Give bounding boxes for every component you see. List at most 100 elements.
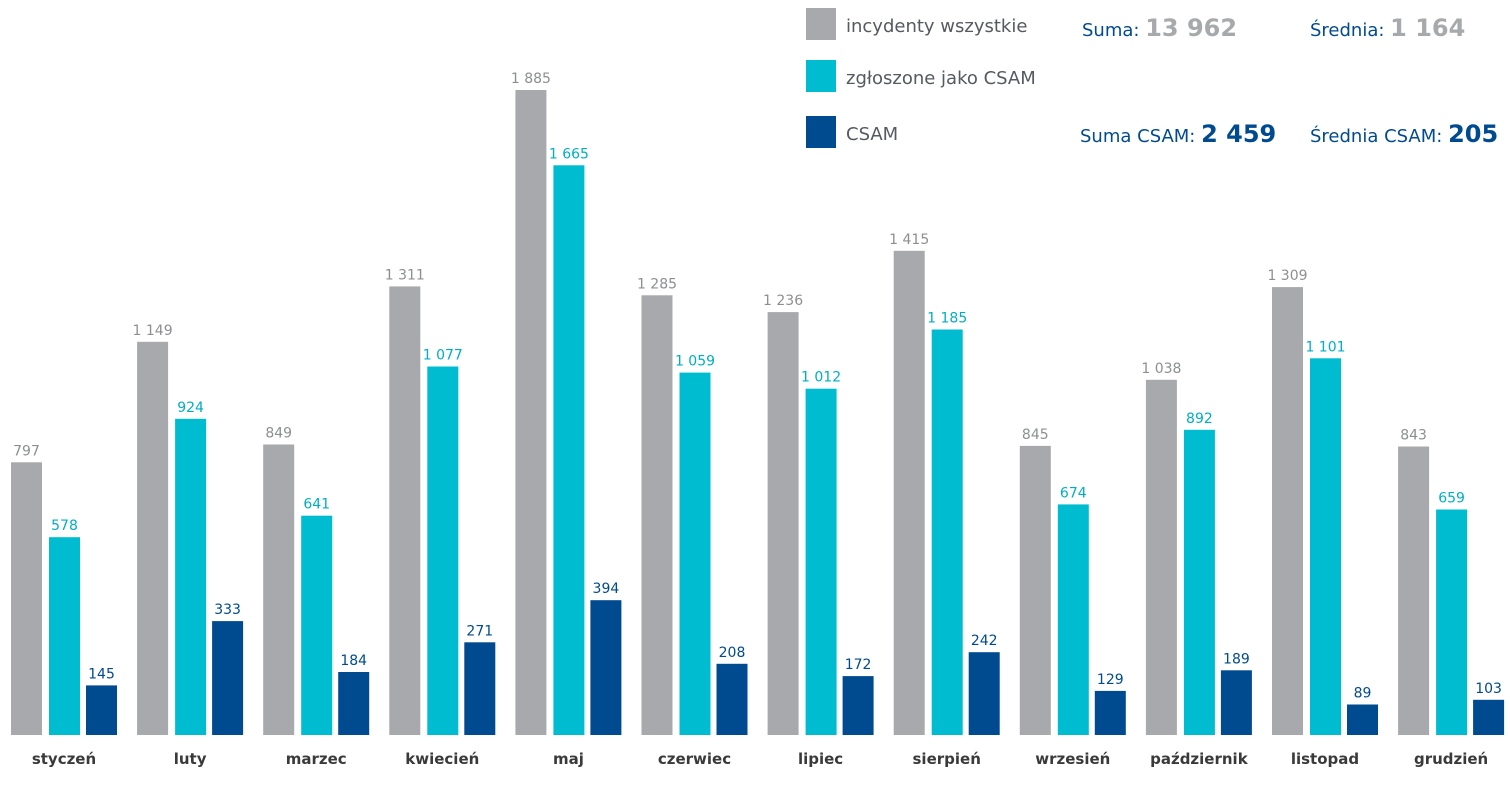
bar-csam-1 [86,685,117,735]
suma-value: 13 962 [1145,14,1237,42]
bar-zgloszone-12 [1436,509,1468,735]
bar-csam-9 [1094,690,1126,735]
value-label-zgloszone-12: 659 [1438,491,1465,507]
bar-incydenty-12 [1398,446,1430,735]
value-label-zgloszone-2: 924 [177,400,204,416]
bar-zgloszone-3 [301,515,333,735]
bar-zgloszone-10 [1183,429,1215,735]
value-label-incydenty-8: 1 415 [889,232,929,248]
bar-csam-2 [212,621,244,735]
bar-zgloszone-9 [1057,504,1089,735]
value-label-zgloszone-4: 1 077 [423,348,463,364]
bar-zgloszone-5 [553,165,585,736]
srednia-csam-label: Średnia CSAM: [1310,125,1448,147]
bar-incydenty-8 [893,250,925,736]
value-label-csam-5: 394 [593,581,620,597]
bar-zgloszone-7 [805,388,837,735]
legend-swatch-zgloszone [806,60,836,92]
value-label-incydenty-7: 1 236 [763,293,803,309]
summary-stats: Suma: 13 962 Średnia: 1 164 Suma CSAM: 2… [1080,14,1498,148]
srednia-csam-value: 205 [1448,120,1498,148]
srednia-csam-stat: Średnia CSAM: 205 [1310,120,1498,148]
legend-label-incydenty: incydenty wszystkie [846,16,1027,37]
legend-swatch-csam [806,116,836,148]
value-label-incydenty-10: 1 038 [1141,361,1181,377]
bar-csam-11 [1347,704,1378,735]
bar-incydenty-11 [1272,287,1303,735]
value-label-zgloszone-8: 1 185 [927,311,967,327]
bar-csam-10 [1220,670,1252,735]
bar-incydenty-5 [515,90,547,735]
category-label-12: grudzień [1414,750,1488,768]
value-label-incydenty-12: 843 [1400,428,1427,444]
suma-stat: Suma: 13 962 [1082,14,1237,42]
bar-zgloszone-11 [1310,358,1341,735]
bar-csam-7 [842,676,874,735]
value-label-incydenty-5: 1 885 [511,71,551,87]
category-label-8: sierpień [913,750,981,768]
value-label-incydenty-11: 1 309 [1267,268,1307,284]
value-label-incydenty-2: 1 149 [133,323,173,339]
value-label-csam-7: 172 [845,657,872,673]
bar-zgloszone-1 [49,537,80,735]
value-label-zgloszone-10: 892 [1186,411,1213,427]
bar-csam-5 [590,600,622,735]
srednia-value: 1 164 [1390,14,1465,42]
bar-incydenty-10 [1145,379,1177,735]
category-label-7: lipiec [798,750,843,768]
suma-csam-label: Suma CSAM: [1080,126,1201,147]
legend-swatch-incydenty [806,8,836,40]
legend-label-csam: CSAM [846,124,898,145]
category-label-1: styczeń [32,750,96,768]
value-label-zgloszone-3: 641 [303,497,330,513]
value-label-csam-3: 184 [340,653,367,669]
value-labels-layer: 797 578 145 1 149 924 333 849 641 184 1 311 1 077 2… [13,71,1502,702]
value-label-incydenty-9: 845 [1022,427,1049,443]
bar-csam-6 [716,663,748,735]
value-label-zgloszone-6: 1 059 [675,354,715,370]
bar-zgloszone-4 [427,366,459,735]
category-label-2: luty [174,750,207,768]
bar-incydenty-6 [641,295,673,735]
bar-incydenty-4 [389,286,421,735]
bar-csam-8 [968,652,1000,735]
value-label-csam-10: 189 [1223,651,1250,667]
bar-csam-4 [464,642,496,735]
bar-incydenty-1 [11,462,42,735]
legend-label-zgloszone: zgłoszone jako CSAM [846,68,1036,89]
value-label-csam-4: 271 [466,623,493,639]
value-label-csam-8: 242 [971,633,998,649]
value-label-incydenty-4: 1 311 [385,267,425,283]
suma-label: Suma: [1082,20,1145,41]
value-label-incydenty-3: 849 [265,426,292,442]
value-label-zgloszone-5: 1 665 [549,146,589,162]
value-label-incydenty-1: 797 [13,443,40,459]
category-label-3: marzec [286,750,347,768]
bar-zgloszone-6 [679,372,711,735]
suma-csam-value: 2 459 [1201,120,1276,148]
value-label-zgloszone-1: 578 [51,518,78,534]
value-label-zgloszone-9: 674 [1060,485,1087,501]
category-labels-layer: styczeń luty marzec kwiecień maj czerwiec lipi… [32,750,1488,768]
value-label-csam-9: 129 [1097,672,1124,688]
value-label-zgloszone-11: 1 101 [1305,339,1345,355]
bar-zgloszone-8 [931,329,963,735]
value-label-csam-1: 145 [88,666,115,682]
value-label-csam-2: 333 [214,602,241,618]
value-label-incydenty-6: 1 285 [637,276,677,292]
bar-incydenty-3 [263,444,295,735]
bar-csam-3 [338,672,370,735]
category-label-9: wrzesień [1035,750,1110,768]
value-label-csam-6: 208 [719,645,746,661]
srednia-label: Średnia: [1310,19,1390,41]
bar-incydenty-7 [767,312,799,735]
value-label-csam-12: 103 [1475,681,1502,697]
category-label-5: maj [553,750,584,768]
suma-csam-stat: Suma CSAM: 2 459 [1080,120,1276,148]
bar-zgloszone-2 [175,418,207,735]
value-label-csam-11: 89 [1354,686,1372,702]
category-label-11: listopad [1291,750,1359,768]
legend: incydenty wszystkie zgłoszone jako CSAM … [806,8,1036,148]
bar-incydenty-2 [137,341,169,735]
